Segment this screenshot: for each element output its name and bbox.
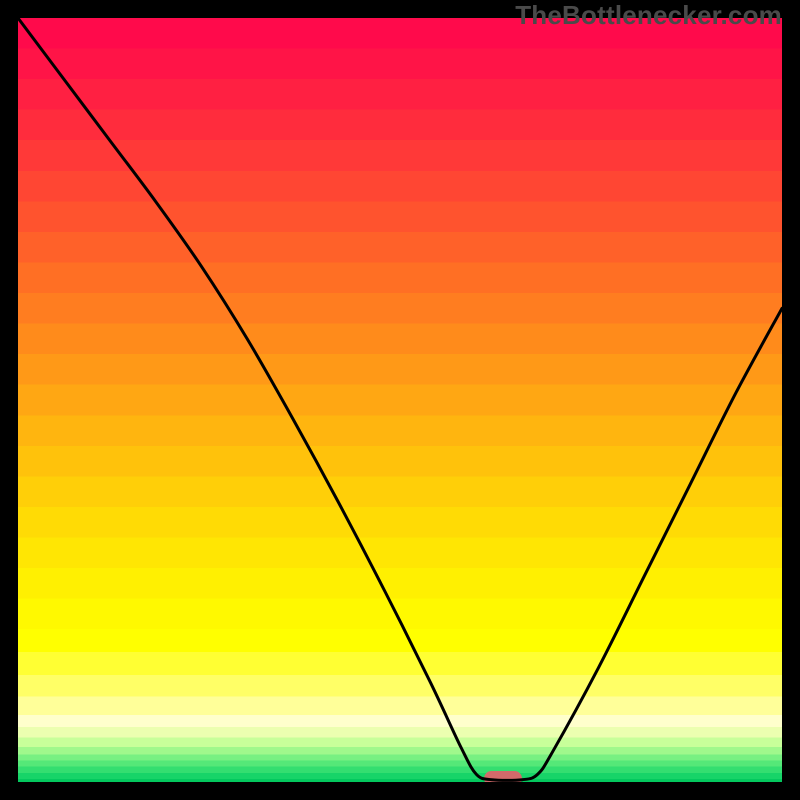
plot-area	[18, 18, 782, 782]
bottleneck-curve	[18, 18, 782, 782]
curve-path	[18, 18, 782, 780]
watermark-text: TheBottlenecker.com	[515, 0, 782, 31]
